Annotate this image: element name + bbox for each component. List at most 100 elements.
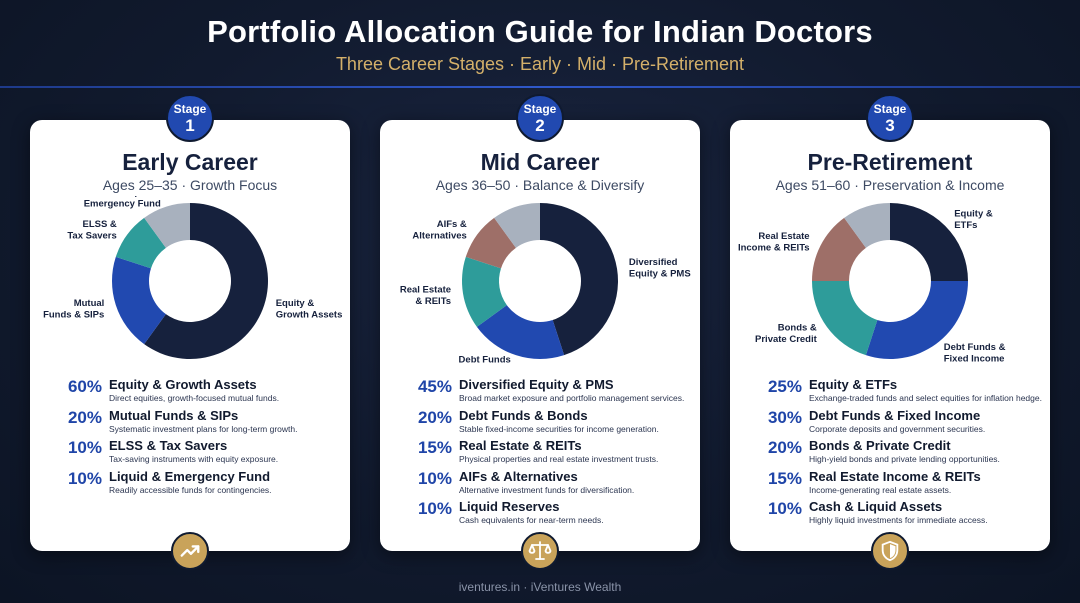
allocation-description: Highly liquid investments for immediate … [809, 515, 988, 526]
allocation-percent: 60% [67, 377, 102, 396]
stage-subtitle: Ages 25–35 · Growth Focus [102, 177, 278, 193]
slice-label-line: Debt Funds [459, 354, 511, 365]
stage-badge-label: Stage [523, 101, 557, 116]
allocation-row: 10% Cash & Liquid Assets Highly liquid inv… [730, 498, 1050, 529]
allocation-row: 10% ELSS & Tax Savers Tax-saving instrumen… [30, 437, 350, 468]
allocation-name: Equity & ETFs [809, 377, 898, 392]
allocation-percent: 10% [417, 468, 452, 488]
allocation-name: Cash & Liquid Assets [809, 499, 943, 515]
slice-label-line: Private Credit [755, 334, 818, 345]
shield-icon [871, 532, 909, 570]
allocation-row: 10% AIFs & Alternatives Alternative invest… [380, 468, 700, 499]
allocation-row: 10% Liquid & Emergency Fund Readily access… [30, 468, 350, 499]
donut-chart: Equity & Growth Assets Mutual Funds & SIPs E… [43, 196, 343, 359]
stage-title: Mid Career [480, 149, 600, 175]
trending-up-icon [171, 532, 209, 570]
donut-slice [540, 203, 618, 356]
allocation-name: AIFs & Alternatives [459, 468, 578, 484]
allocation-percent: 10% [67, 468, 102, 488]
allocation-description: Systematic investment plans for long-ter… [109, 423, 298, 434]
slice-label-line: ETFs [954, 220, 977, 231]
donut-slice [890, 203, 968, 281]
slice-label-line: Tax Savers [67, 231, 116, 242]
allocation-description: Readily accessible funds for contingenci… [109, 484, 272, 495]
allocation-row: 15% Real Estate & REITs Physical propertie… [380, 437, 700, 468]
slice-label: Liquid &Emergency Fund [84, 196, 161, 210]
donut-slice [812, 281, 878, 356]
stage-badge-number: 1 [185, 115, 195, 135]
slice-label-line: ELSS & [82, 219, 116, 230]
header-divider [0, 86, 1080, 88]
slice-label: Equity & Growth Assets [276, 298, 343, 321]
allocation-description: Corporate deposits and government securi… [809, 423, 986, 434]
stage-card-3: Stage 3 Pre-Retirement Ages 51–60 · Pres… [730, 94, 1050, 570]
allocation-percent: 25% [767, 377, 802, 396]
allocation-row: 30% Debt Funds & Fixed Income Corporate de… [730, 407, 1050, 438]
slice-label-line: Equity & PMS [629, 268, 691, 279]
allocation-name: Debt Funds & Fixed Income [809, 407, 981, 423]
allocation-percent: 15% [767, 468, 802, 488]
slice-label: Debt Funds & Fixed Income [944, 342, 1006, 365]
allocation-percent: 20% [767, 438, 802, 458]
slice-label-line: & REITs [415, 296, 451, 307]
donut-slice [144, 203, 190, 248]
slice-label-line: Liquid & [123, 196, 161, 198]
slice-label: AIFs & Alternatives [412, 219, 467, 242]
allocation-percent: 20% [67, 407, 102, 427]
stage-card-1: Stage 1 Early Career Ages 25–35 · Growth… [30, 94, 350, 570]
slice-label-line: Fixed Income [944, 353, 1005, 364]
donut-slice [865, 281, 968, 359]
allocation-description: Income-generating real estate assets. [809, 484, 952, 495]
donut-slice [112, 256, 166, 345]
allocation-list: 45% Diversified Equity & PMS Broad market … [380, 376, 700, 529]
donut-slice [812, 217, 866, 281]
stage-title: Early Career [122, 149, 258, 175]
slice-label-line: Diversified [629, 257, 678, 268]
allocation-percent: 10% [417, 499, 452, 519]
stage-badge-label: Stage [173, 101, 207, 116]
allocation-description: Direct equities, growth-focused mutual f… [109, 393, 280, 403]
donut-slice [144, 203, 268, 359]
stage-badge-label: Stage [873, 101, 907, 116]
donut-slice [465, 217, 516, 269]
allocation-name: Liquid & Emergency Fund [109, 468, 271, 484]
slice-label: Mutual Funds & SIPs [43, 298, 104, 321]
slice-label: ELSS & Tax Savers [67, 219, 117, 242]
slice-label-line: Real Estate [758, 231, 809, 242]
allocation-name: Real Estate Income & REITs [809, 468, 981, 484]
stage-badge: Stage 2 [516, 94, 564, 142]
slice-label-line: Income & REITs [738, 242, 810, 253]
donut-slice [494, 203, 540, 248]
slice-label: Equity & ETFs [954, 209, 993, 232]
page-title: Portfolio Allocation Guide for Indian Do… [207, 14, 873, 49]
allocation-name: Real Estate & REITs [459, 438, 582, 454]
slice-label-line: Real Estate [400, 285, 451, 296]
slice-label-line: Debt Funds & [944, 342, 1006, 353]
allocation-percent: 10% [67, 438, 102, 458]
allocation-name: ELSS & Tax Savers [109, 438, 228, 454]
allocation-percent: 30% [767, 407, 802, 427]
balance-scale-icon [521, 532, 559, 570]
slice-label-line: Equity & [954, 209, 993, 220]
slice-label-line: Bonds & [778, 322, 817, 333]
allocation-percent: 10% [767, 499, 802, 519]
allocation-row: 20% Mutual Funds & SIPs Systematic investm… [30, 407, 350, 438]
allocation-percent: 45% [417, 377, 452, 396]
allocation-name: Mutual Funds & SIPs [109, 407, 239, 423]
donut-slice [476, 305, 565, 359]
stage-subtitle: Ages 36–50 · Balance & Diversify [435, 177, 645, 193]
allocation-description: Physical properties and real estate inve… [459, 454, 659, 465]
allocation-description: Broad market exposure and portfolio mana… [459, 393, 685, 403]
allocation-description: Cash equivalents for near-term needs. [459, 515, 604, 526]
footer-credit: iventures.in · iVentures Wealth [458, 580, 622, 594]
stage-badge-number: 2 [535, 115, 545, 135]
slice-label: Real Estate Income & REITs [738, 231, 810, 254]
allocation-description: Alternative investment funds for diversi… [459, 484, 635, 495]
allocation-percent: 15% [417, 438, 452, 458]
allocation-name: Diversified Equity & PMS [459, 377, 614, 392]
allocation-name: Equity & Growth Assets [109, 377, 257, 392]
allocation-description: Exchange-traded funds and select equitie… [809, 393, 1042, 403]
allocation-name: Liquid Reserves [459, 499, 560, 515]
allocation-list: 25% Equity & ETFs Exchange-traded funds an… [730, 376, 1050, 529]
stage-badge-number: 3 [885, 115, 895, 135]
